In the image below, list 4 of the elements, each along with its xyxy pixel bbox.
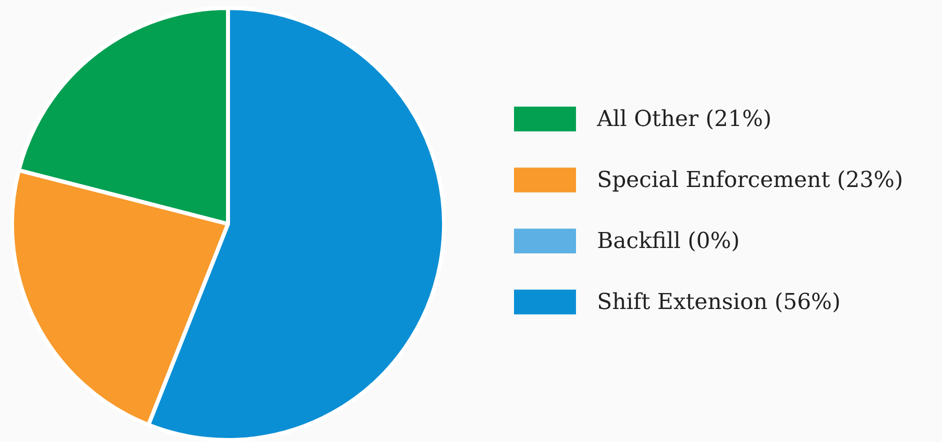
legend-label: All Other (21%): [596, 107, 772, 132]
legend-label: Shift Extension (56%): [597, 290, 841, 315]
legend-label: Special Enforcement (23%): [597, 168, 904, 193]
legend-label: Backfill (0%): [597, 229, 740, 254]
